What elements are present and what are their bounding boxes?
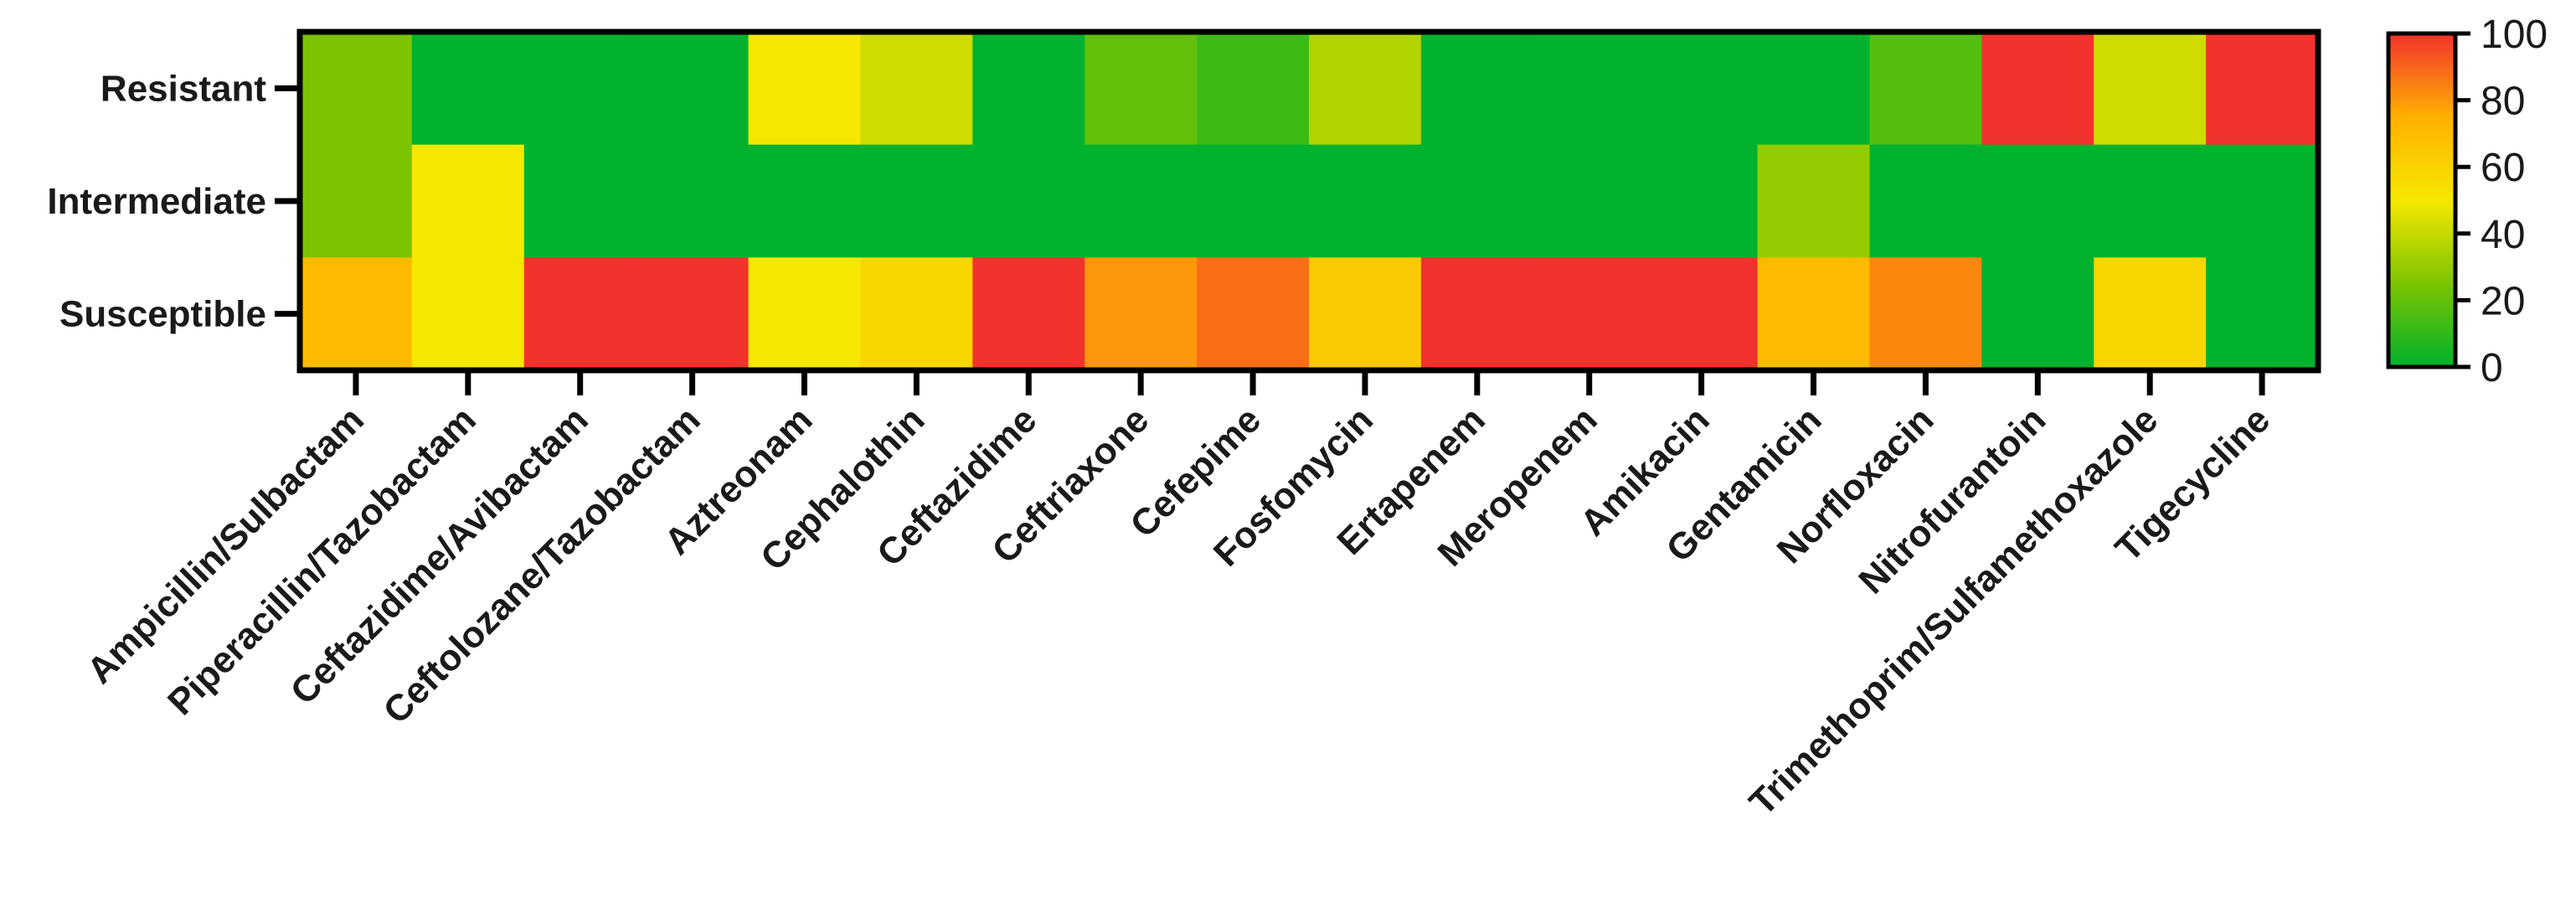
heatmap-cell <box>1309 257 1422 371</box>
heatmap-cell <box>2206 144 2319 258</box>
heatmap-cells <box>300 32 2319 371</box>
heatmap-cell <box>748 257 862 371</box>
heatmap-cell <box>523 144 637 258</box>
heatmap-cell <box>1981 257 2094 371</box>
row-label: Resistant <box>100 68 266 109</box>
heatmap-cell <box>1981 144 2094 258</box>
heatmap-cell <box>2094 32 2207 146</box>
heatmap-cell <box>1757 257 1871 371</box>
heatmap-cell <box>1869 257 1982 371</box>
heatmap-cell <box>523 257 637 371</box>
heatmap-cell <box>748 32 862 146</box>
heatmap-cell <box>1420 257 1534 371</box>
heatmap-cell <box>1645 144 1759 258</box>
heatmap-cell <box>1084 32 1198 146</box>
colorbar-tick-label: 100 <box>2481 13 2548 57</box>
colorbar-tick-label: 40 <box>2481 213 2525 257</box>
colorbar-gradient <box>2386 31 2458 369</box>
row-axis: Resistant Intermediate Susceptible <box>47 68 300 335</box>
heatmap-cell <box>1869 32 1982 146</box>
heatmap-cell <box>1309 32 1422 146</box>
heatmap-cell <box>1757 144 1871 258</box>
heatmap-cell <box>636 257 750 371</box>
heatmap-cell <box>411 144 525 258</box>
heatmap-cell <box>1533 144 1646 258</box>
colorbar: 0 20 40 60 80 100 <box>2386 13 2548 390</box>
heatmap-cell <box>1645 32 1759 146</box>
heatmap-cell <box>1197 144 1310 258</box>
heatmap-cell <box>1645 257 1759 371</box>
heatmap-cell <box>1869 144 1982 258</box>
heatmap-cell <box>972 257 1085 371</box>
heatmap-cell <box>972 144 1085 258</box>
heatmap-cell <box>300 32 413 146</box>
heatmap-cell <box>411 257 525 371</box>
heatmap-cell <box>1084 144 1198 258</box>
heatmap-cell <box>1420 32 1534 146</box>
heatmap-cell <box>860 257 973 371</box>
heatmap-cell <box>523 32 637 146</box>
colorbar-tick-label: 20 <box>2481 279 2525 323</box>
heatmap-cell <box>1309 144 1422 258</box>
heatmap-cell <box>972 32 1085 146</box>
heatmap-cell <box>300 144 413 258</box>
heatmap-cell <box>1533 32 1646 146</box>
colorbar-tick-label: 0 <box>2481 346 2503 390</box>
heatmap-cell <box>636 32 750 146</box>
heatmap-cell <box>1197 32 1310 146</box>
heatmap-cell <box>636 144 750 258</box>
colorbar-tick-label: 80 <box>2481 80 2525 124</box>
heatmap-cell <box>1981 32 2094 146</box>
heatmap-cell <box>860 32 973 146</box>
column-axis: Ampicillin/SulbactamPiperacillin/Tazobac… <box>80 370 2278 823</box>
heatmap-cell <box>1757 32 1871 146</box>
heatmap-cell <box>860 144 973 258</box>
row-label: Susceptible <box>59 294 266 335</box>
heatmap-cell <box>411 32 525 146</box>
heatmap-cell <box>1533 257 1646 371</box>
heatmap-cell <box>2206 32 2319 146</box>
heatmap-cell <box>1084 257 1198 371</box>
heatmap-cell <box>748 144 862 258</box>
row-label: Intermediate <box>47 181 266 222</box>
colorbar-tick-label: 60 <box>2481 146 2525 190</box>
heatmap-cell <box>1420 144 1534 258</box>
heatmap-cell <box>2094 257 2207 371</box>
heatmap-cell <box>1197 257 1310 371</box>
heatmap-cell <box>2206 257 2319 371</box>
column-label: Trimethoprim/Sulfamethoxazole <box>1742 399 2166 823</box>
heatmap-cell <box>2094 144 2207 258</box>
heatmap-cell <box>300 257 413 371</box>
